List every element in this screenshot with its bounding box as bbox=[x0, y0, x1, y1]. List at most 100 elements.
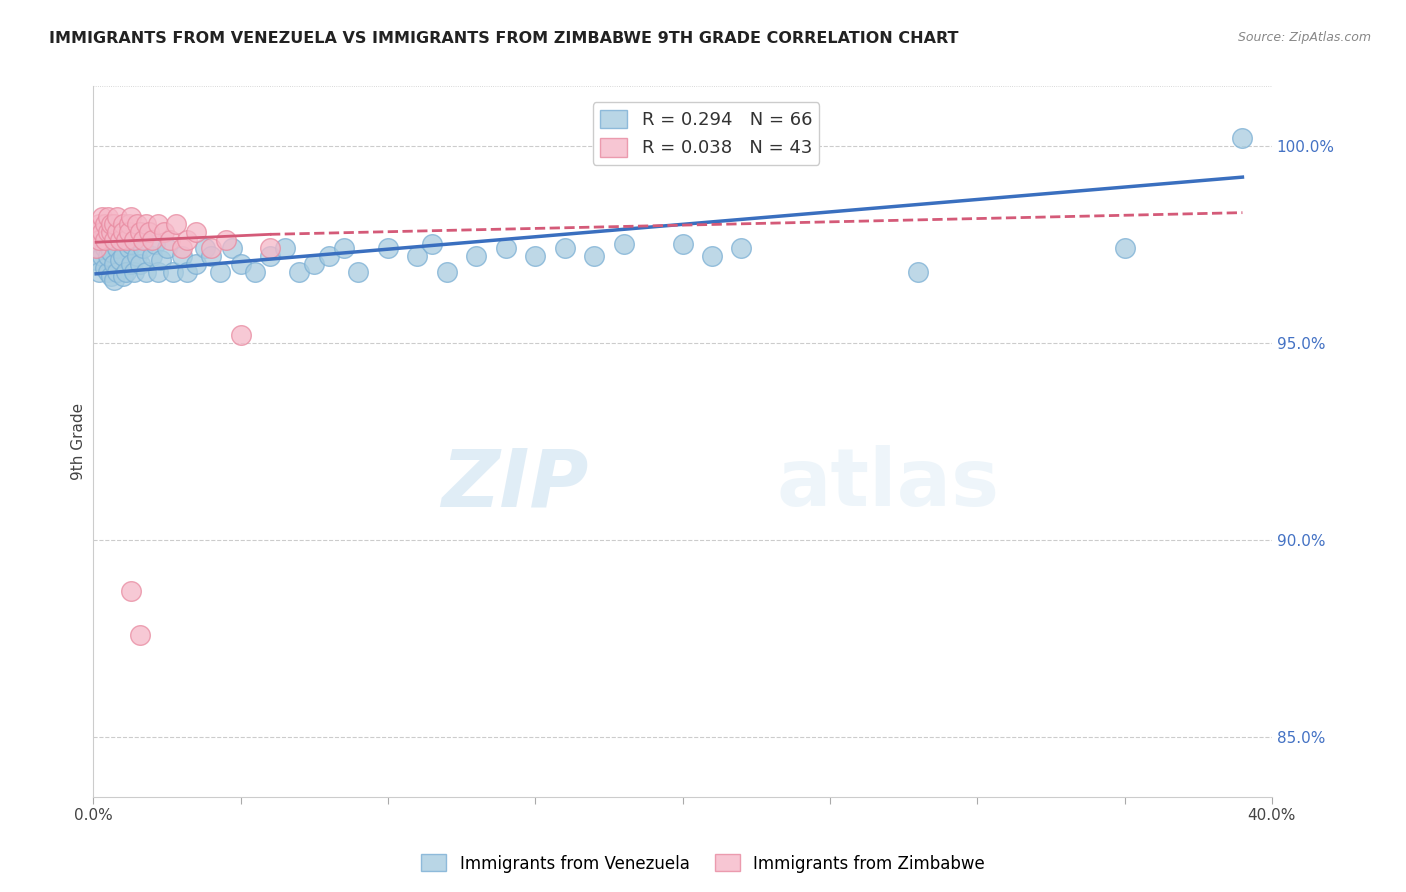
Point bbox=[347, 265, 370, 279]
Point bbox=[186, 226, 208, 240]
Text: atlas: atlas bbox=[778, 445, 1000, 523]
Point bbox=[100, 268, 122, 283]
Point bbox=[165, 218, 187, 232]
Point bbox=[135, 218, 157, 232]
Point bbox=[129, 226, 152, 240]
Point bbox=[111, 268, 134, 283]
Point bbox=[700, 249, 723, 263]
Point bbox=[229, 257, 252, 271]
Legend: Immigrants from Venezuela, Immigrants from Zimbabwe: Immigrants from Venezuela, Immigrants fr… bbox=[415, 847, 991, 880]
Point bbox=[377, 241, 399, 255]
Point bbox=[229, 328, 252, 343]
Point bbox=[124, 233, 146, 247]
Point bbox=[91, 210, 114, 224]
Y-axis label: 9th Grade: 9th Grade bbox=[72, 403, 86, 480]
Point bbox=[436, 265, 458, 279]
Point bbox=[94, 233, 117, 247]
Point bbox=[302, 257, 325, 271]
Point bbox=[111, 249, 134, 263]
Point bbox=[1232, 130, 1254, 145]
Point bbox=[138, 226, 160, 240]
Point bbox=[111, 218, 134, 232]
Point bbox=[117, 241, 139, 255]
Point bbox=[94, 218, 117, 232]
Point bbox=[94, 260, 117, 275]
Point bbox=[1114, 241, 1136, 255]
Point bbox=[105, 226, 128, 240]
Point bbox=[121, 210, 143, 224]
Point bbox=[84, 226, 107, 240]
Point bbox=[153, 226, 176, 240]
Point bbox=[274, 241, 297, 255]
Point bbox=[176, 233, 198, 247]
Point bbox=[245, 265, 267, 279]
Point bbox=[132, 241, 155, 255]
Point bbox=[97, 226, 120, 240]
Text: ZIP: ZIP bbox=[441, 445, 588, 523]
Point bbox=[221, 241, 243, 255]
Point bbox=[149, 252, 172, 267]
Point bbox=[215, 233, 238, 247]
Point bbox=[87, 233, 110, 247]
Point bbox=[97, 249, 120, 263]
Point bbox=[208, 265, 231, 279]
Point bbox=[129, 628, 152, 642]
Point bbox=[121, 584, 143, 599]
Point bbox=[259, 249, 281, 263]
Point bbox=[146, 218, 169, 232]
Point bbox=[524, 249, 547, 263]
Point bbox=[465, 249, 488, 263]
Point bbox=[554, 241, 576, 255]
Point bbox=[406, 249, 429, 263]
Point bbox=[146, 265, 169, 279]
Point bbox=[495, 241, 517, 255]
Point bbox=[613, 237, 636, 252]
Point bbox=[121, 257, 143, 271]
Point bbox=[100, 226, 122, 240]
Point bbox=[186, 257, 208, 271]
Point bbox=[108, 233, 131, 247]
Point bbox=[103, 218, 125, 232]
Point bbox=[194, 241, 217, 255]
Point bbox=[176, 265, 198, 279]
Point bbox=[91, 233, 114, 247]
Text: IMMIGRANTS FROM VENEZUELA VS IMMIGRANTS FROM ZIMBABWE 9TH GRADE CORRELATION CHAR: IMMIGRANTS FROM VENEZUELA VS IMMIGRANTS … bbox=[49, 31, 959, 46]
Point bbox=[420, 237, 443, 252]
Point bbox=[124, 265, 146, 279]
Point bbox=[671, 237, 693, 252]
Point bbox=[91, 249, 114, 263]
Point bbox=[87, 241, 110, 255]
Point bbox=[105, 265, 128, 279]
Point bbox=[100, 218, 122, 232]
Point bbox=[105, 241, 128, 255]
Legend: R = 0.294   N = 66, R = 0.038   N = 43: R = 0.294 N = 66, R = 0.038 N = 43 bbox=[593, 103, 820, 165]
Point bbox=[200, 249, 222, 263]
Point bbox=[907, 265, 929, 279]
Point bbox=[105, 210, 128, 224]
Point bbox=[127, 229, 149, 244]
Text: Source: ZipAtlas.com: Source: ZipAtlas.com bbox=[1237, 31, 1371, 45]
Point bbox=[143, 237, 166, 252]
Point bbox=[103, 273, 125, 287]
Point bbox=[94, 241, 117, 255]
Point bbox=[259, 241, 281, 255]
Point bbox=[91, 226, 114, 240]
Point bbox=[135, 265, 157, 279]
Point bbox=[103, 257, 125, 271]
Point bbox=[200, 241, 222, 255]
Point bbox=[318, 249, 340, 263]
Point bbox=[103, 233, 125, 247]
Point bbox=[121, 237, 143, 252]
Point bbox=[97, 265, 120, 279]
Point bbox=[114, 265, 136, 279]
Point bbox=[84, 252, 107, 267]
Point bbox=[583, 249, 606, 263]
Point bbox=[332, 241, 354, 255]
Point bbox=[111, 226, 134, 240]
Point bbox=[162, 265, 184, 279]
Point bbox=[170, 249, 193, 263]
Point bbox=[141, 249, 163, 263]
Point bbox=[87, 218, 110, 232]
Point bbox=[730, 241, 752, 255]
Point bbox=[129, 257, 152, 271]
